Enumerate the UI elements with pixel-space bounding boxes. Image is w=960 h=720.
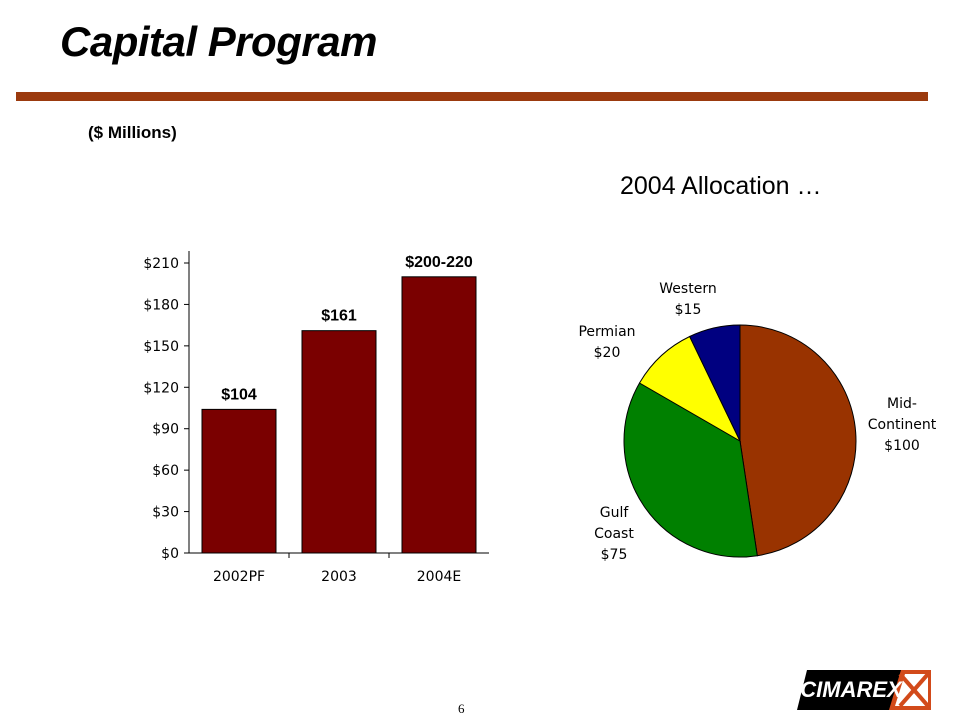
y-tick-label: $120 [143,380,179,396]
bar-data-label: $200-220 [405,254,473,271]
logo-text: CIMAREX [800,677,902,702]
pie-slice-mid-continent [739,324,857,557]
pie-slice-western [689,324,741,442]
logo-graphic [797,670,931,710]
y-tick-label: $90 [152,422,179,438]
pie-slice-gulf-coast [623,382,758,558]
y-tick-label: $150 [143,339,179,355]
bar-2002PF [201,408,277,554]
units-label: ($ Millions) [88,123,177,142]
y-tick-label: $210 [143,256,179,272]
title-divider [16,92,928,101]
x-tick-label: 2003 [321,569,357,585]
company-logo: CIMAREX [797,670,932,710]
page-number: 6 [458,701,465,716]
pie-label: Mid-Continent $100 [868,396,937,454]
bar-2003 [301,330,377,554]
pie-chart: Mid-Continent $100 Gulf Coast $75 Permian $20 W… [578,281,936,563]
x-tick-label: 2002PF [213,569,265,585]
x-tick-label: 2004E [417,569,461,585]
y-tick-label: $0 [161,546,179,562]
bar-data-label: $104 [221,386,257,403]
pie-chart-title: 2004 Allocation … [620,172,822,200]
slide-title: Capital Program [60,18,377,65]
bar-chart: $0 $30 $60 $90 $120 $150 $180 $210 $104 2002PF $16… [143,251,489,585]
y-tick-label: $30 [152,505,179,521]
pie-label: Western $15 [659,281,716,318]
pie-label: Permian $20 [578,324,635,361]
bar-2004E [401,276,477,554]
pie-label: Gulf Coast $75 [594,505,634,563]
y-tick-label: $180 [143,297,179,313]
bar-data-label: $161 [321,308,357,325]
y-tick-label: $60 [152,463,179,479]
